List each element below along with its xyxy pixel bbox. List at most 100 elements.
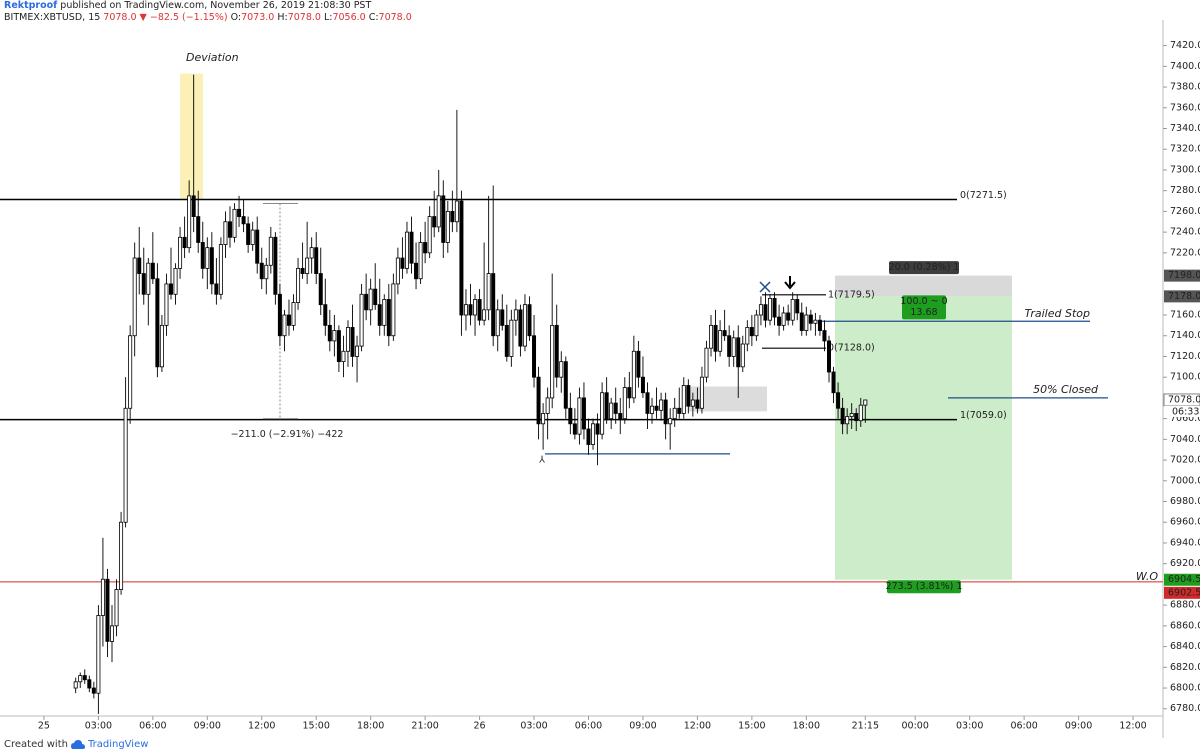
y-tick-label: 7220.0 <box>1170 247 1200 258</box>
candle-body <box>218 244 223 295</box>
candle-body <box>395 257 400 285</box>
candle-body <box>359 293 364 347</box>
candle-body <box>831 371 836 394</box>
ohlc-key: H: <box>277 12 288 23</box>
candle-body <box>681 385 686 414</box>
candle-body <box>532 335 537 378</box>
price-badge <box>1164 573 1200 586</box>
candle-body <box>355 345 360 357</box>
author[interactable]: Rektproof <box>4 0 58 11</box>
candle-body <box>613 402 618 414</box>
candle-body <box>91 687 96 694</box>
y-tick-label: 6840.0 <box>1170 641 1200 652</box>
candle-body <box>427 216 432 254</box>
candle-body <box>168 283 173 295</box>
candle-body <box>554 324 559 378</box>
candle-body <box>600 392 605 435</box>
candle-body <box>572 423 577 435</box>
x-tick-label: 21:15 <box>852 721 879 732</box>
footer-brand[interactable]: TradingView <box>87 739 149 750</box>
x-tick-label: 03:00 <box>85 721 112 732</box>
x-tick-label: 06:00 <box>575 721 602 732</box>
stop-label: 20.0 (0.28%) 1 <box>889 262 960 273</box>
candle-body <box>132 257 137 337</box>
candle-body <box>159 324 164 368</box>
candle-body <box>445 210 450 243</box>
candle-body <box>482 309 487 321</box>
candle-body <box>332 330 337 342</box>
y-tick-label: 6780.0 <box>1170 703 1200 714</box>
price-badge-label: 7178.0 <box>1168 291 1200 302</box>
fib-label: 1(7179.5) <box>828 289 875 300</box>
candle-body <box>550 324 555 399</box>
entry-label: 100.0 ~ 0 <box>900 296 947 307</box>
candle-body <box>699 376 704 409</box>
price-badge <box>1164 586 1200 599</box>
ohlc-key: C: <box>368 12 379 23</box>
y-tick-label: 6980.0 <box>1170 496 1200 507</box>
y-tick-label: 7320.0 <box>1170 144 1200 155</box>
x-tick-label: 06:00 <box>139 721 166 732</box>
candle-body <box>432 216 437 228</box>
candle-body <box>577 397 582 435</box>
chart: 6780.0 6800.0 6820.0 6840.0 6860.0 6880.0 6920… <box>0 20 1200 738</box>
deviation-highlight <box>180 73 203 199</box>
candle-body <box>704 347 709 378</box>
candle-body <box>305 257 310 274</box>
candle-body <box>659 399 664 411</box>
candle-body <box>736 337 741 368</box>
candle-body <box>627 387 632 399</box>
candle-body <box>672 407 677 420</box>
target-zone <box>835 296 1012 580</box>
x-tick-label: 00:00 <box>902 721 929 732</box>
candle-body <box>391 283 396 337</box>
candle-body <box>150 262 155 280</box>
candle-body <box>522 304 527 347</box>
candle-body <box>563 361 568 409</box>
ohlc-value: 7056.0 <box>332 12 366 23</box>
candle-body <box>513 309 518 321</box>
candle-body <box>377 304 382 326</box>
symbol: BITMEX:XBTUSD, 15 <box>4 12 101 23</box>
candle-body <box>618 413 623 420</box>
x-tick-label: 21:00 <box>411 721 438 732</box>
x-tick-label: 15:00 <box>303 721 330 732</box>
candle-body <box>291 302 296 326</box>
y-tick-label: 6960.0 <box>1170 517 1200 528</box>
candle-body <box>595 423 600 435</box>
candle-body <box>581 397 586 430</box>
ohlc-key: L: <box>323 12 333 23</box>
candle-body <box>840 407 845 425</box>
x-tick-label: 12:00 <box>1119 721 1146 732</box>
ohlc-value: 7073.0 <box>241 12 275 23</box>
candle-body <box>654 405 659 411</box>
candle-body <box>246 223 251 245</box>
candle-body <box>119 521 124 590</box>
candle-body <box>314 247 319 274</box>
candle-body <box>241 216 246 225</box>
candle-body <box>695 399 700 409</box>
candle-body <box>341 350 346 363</box>
candle-body <box>822 330 827 342</box>
candle-body <box>296 267 301 303</box>
candle-body <box>173 267 178 295</box>
ohlc: O:7073.0 H:7078.0 L:7056.0 C:7078.0 <box>231 12 415 23</box>
candle-body <box>609 402 614 420</box>
y-tick-label: 7380.0 <box>1170 82 1200 93</box>
candle-body <box>568 407 573 425</box>
candle-body <box>808 314 813 324</box>
y-tick-label: 7360.0 <box>1170 102 1200 113</box>
x-tick-label: 09:00 <box>194 721 221 732</box>
candle-body <box>527 304 532 337</box>
candle-body <box>786 312 791 321</box>
price-badge <box>1164 269 1200 282</box>
drawn-line-label: 50% Closed <box>1033 383 1099 396</box>
published: published on TradingView.com, November 2… <box>60 0 372 11</box>
x-tick-label: 18:00 <box>357 721 384 732</box>
candle-body <box>686 385 691 407</box>
down-arrow <box>784 276 796 290</box>
y-tick-label: 7420.0 <box>1170 40 1200 51</box>
candle-body <box>636 350 641 378</box>
candle-body <box>78 675 83 683</box>
candle-body <box>382 299 387 326</box>
